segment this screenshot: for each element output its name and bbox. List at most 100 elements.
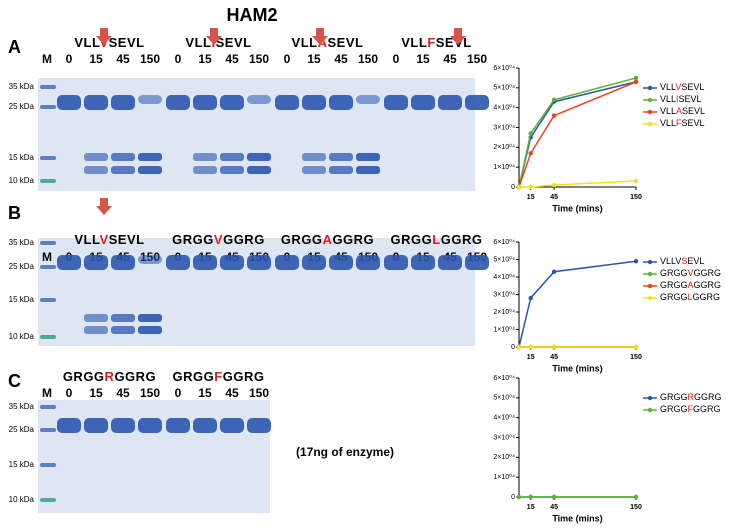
gel <box>38 78 475 191</box>
protein-band <box>111 255 135 270</box>
legend-dot <box>647 407 653 413</box>
legend-dot <box>647 395 653 401</box>
protein-band <box>465 95 489 110</box>
data-point <box>516 344 522 350</box>
legend-label-part: VLL <box>660 106 676 116</box>
product-band <box>138 314 162 322</box>
legend-label: VLLASEVL <box>660 106 705 116</box>
legend-label: VLLISEVL <box>660 94 702 104</box>
kda-label: 15 kDa <box>9 460 35 469</box>
peptide-prefix: VLL <box>185 35 211 50</box>
legend-label-part: SEVL <box>679 94 702 104</box>
y-tick-label: 1×10⁰⁴ <box>493 163 515 171</box>
lane-label: 150 <box>249 52 269 66</box>
x-tick-label: 15 <box>527 194 535 201</box>
product-band <box>84 314 108 322</box>
panel-letter: C <box>8 371 21 391</box>
data-point <box>551 113 557 118</box>
peptide-suffix: GGRG <box>441 232 483 247</box>
series-line <box>518 81 637 188</box>
marker-band <box>40 498 56 502</box>
legend-label: VLLVSEVL <box>660 82 704 92</box>
marker-band <box>40 405 56 409</box>
protein-band <box>356 95 380 104</box>
lane-label: 45 <box>443 52 457 66</box>
data-point <box>633 344 639 350</box>
x-tick-label: 45 <box>550 194 558 201</box>
kda-label: 10 kDa <box>9 495 35 504</box>
y-tick-label: 5×10⁰⁴ <box>493 255 515 263</box>
legend-label-part: SEVL <box>682 106 705 116</box>
legend-label: VLLFSEVL <box>660 118 705 128</box>
series-line <box>518 81 637 188</box>
peptide-suffix: SEVL <box>216 35 252 50</box>
lane-label: 45 <box>334 52 348 66</box>
data-point <box>551 97 557 102</box>
legend-label-part: I <box>676 94 679 104</box>
legend-label-part: A <box>676 106 682 116</box>
peptide-suffix: SEVL <box>327 35 363 50</box>
legend-label: GRGGRGGRG <box>660 392 722 402</box>
peptide-label: GRGGAGGRG <box>281 232 374 247</box>
peptide-mutation: R <box>105 369 115 384</box>
protein-band <box>438 95 462 110</box>
peptide-mutation: F <box>427 35 435 50</box>
product-band <box>329 153 353 161</box>
legend-label-part: L <box>688 292 693 302</box>
protein-band <box>411 95 435 110</box>
lane-label: 150 <box>249 386 269 400</box>
peptide-prefix: GRGG <box>281 232 323 247</box>
protein-band <box>329 255 353 270</box>
kda-label: 25 kDa <box>9 102 35 111</box>
marker-label: M <box>42 52 52 66</box>
data-point <box>551 494 557 500</box>
legend-label-part: GGRG <box>693 404 721 414</box>
product-band <box>356 166 380 174</box>
lane-label: 15 <box>89 52 103 66</box>
protein-band <box>193 255 217 270</box>
protein-band <box>438 255 462 270</box>
data-point <box>551 182 557 188</box>
lane-label: 0 <box>175 386 182 400</box>
peptide-suffix: SEVL <box>109 35 145 50</box>
lane-label: 15 <box>198 52 212 66</box>
y-tick-label: 5×10⁰⁴ <box>493 84 515 92</box>
peptide-mutation: F <box>214 369 222 384</box>
protein-band <box>57 418 81 433</box>
marker-band <box>40 85 56 89</box>
x-axis-label: Time (mins) <box>552 513 602 523</box>
arrow <box>96 198 112 215</box>
protein-band <box>411 255 435 270</box>
legend-label-part: VLL <box>660 118 676 128</box>
data-point <box>528 344 533 350</box>
marker-band <box>40 241 56 245</box>
kda-label: 35 kDa <box>9 82 35 91</box>
legend-label-part: GRGG <box>660 268 688 278</box>
legend-label-part: GGRG <box>694 280 722 290</box>
y-tick-label: 4×10⁰⁴ <box>493 104 515 112</box>
protein-band <box>111 418 135 433</box>
protein-band <box>111 95 135 110</box>
marker-band <box>40 335 56 339</box>
lane-label: 150 <box>140 52 160 66</box>
x-tick-label: 150 <box>630 354 642 361</box>
legend-label-part: GRGG <box>660 392 688 402</box>
product-band <box>138 326 162 334</box>
peptide-mutation: A <box>323 232 333 247</box>
legend-label-part: V <box>675 82 681 92</box>
legend-dot <box>647 97 653 103</box>
data-point <box>528 494 533 500</box>
y-tick-label: 1×10⁰⁴ <box>493 325 515 333</box>
data-point <box>633 259 639 264</box>
marker-band <box>40 156 56 160</box>
peptide-label: VLLASEVL <box>292 35 364 50</box>
y-tick-label: 3×10⁰⁴ <box>493 433 515 441</box>
peptide-mutation: V <box>214 232 223 247</box>
data-point <box>516 494 522 500</box>
lane-label: 150 <box>140 386 160 400</box>
data-point <box>633 494 639 500</box>
peptide-prefix: GRGG <box>63 369 105 384</box>
x-tick-label: 150 <box>630 504 642 511</box>
protein-band <box>275 255 299 270</box>
